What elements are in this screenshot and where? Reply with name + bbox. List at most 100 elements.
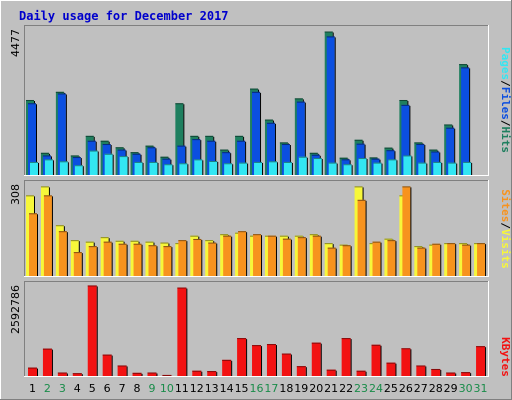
bar-kbytes-day-3 (57, 372, 67, 376)
bar-files-day-13 (207, 140, 216, 175)
bar-kbytes-day-20 (311, 342, 321, 376)
legend-entry-hits: Hits (499, 127, 512, 154)
bar-sites-day-1-cap (29, 213, 37, 215)
bar-files-day-21-shadow (334, 37, 336, 175)
bar-kbytes-day-22-shadow (350, 339, 352, 376)
bar-pages-day-10-cap (164, 164, 173, 166)
bar-sites-day-24 (372, 241, 381, 276)
x-tick-day-26: 26 (399, 382, 413, 395)
bar-pages-day-15-cap (239, 162, 248, 164)
bar-pages-day-3-cap (59, 161, 68, 163)
bar-sites-day-5-cap (88, 246, 97, 248)
bar-sites-day-20-shadow (320, 236, 322, 276)
bar-sites-day-2 (43, 195, 52, 276)
bar-hits-day-5-cap (85, 135, 94, 137)
bar-files-day-19-shadow (304, 102, 306, 175)
ymax-label-kbytes: 2592786 (9, 285, 22, 334)
bar-sites-day-1 (29, 213, 37, 276)
bar-pages-day-19 (298, 156, 307, 175)
bar-sites-day-24-cap (372, 241, 381, 243)
bar-sites-day-7 (118, 243, 127, 276)
bar-files-day-1-cap (28, 103, 36, 105)
bar-kbytes-day-26 (401, 348, 411, 376)
bar-kbytes-day-16-cap (252, 345, 262, 347)
bar-kbytes-day-8-cap (132, 372, 142, 374)
legend-hits-files-pages: Pages/Files/Hits (499, 47, 512, 153)
bar-kbytes-day-6-cap (102, 354, 112, 356)
bar-sites-day-9-cap (148, 245, 157, 247)
bar-hits-day-28-cap (429, 149, 438, 151)
bar-pages-day-6-shadow (112, 154, 114, 175)
bar-kbytes-day-1 (28, 367, 37, 376)
bar-pages-day-14 (224, 163, 233, 175)
bar-pages-day-13-cap (209, 160, 218, 162)
bar-pages-day-17 (268, 161, 277, 175)
bar-visits-day-4-cap (70, 240, 79, 242)
bar-visits-day-14-cap (220, 234, 229, 236)
ymax-label-visits-sites: 308 (9, 184, 22, 205)
bar-kbytes-day-11-cap (177, 287, 187, 289)
x-tick-day-24: 24 (369, 382, 383, 395)
bar-kbytes-day-19-cap (296, 366, 306, 368)
legend-visits-sites: Sites/Visits (499, 189, 512, 269)
bar-kbytes-day-24 (371, 344, 381, 376)
x-tick-day-5: 5 (89, 382, 96, 395)
bar-pages-day-30-shadow (471, 162, 473, 175)
bar-visits-day-21-cap (324, 243, 333, 245)
bar-sites-day-22-shadow (350, 246, 352, 276)
bar-visits-day-19-cap (294, 235, 303, 237)
bar-hits-day-3-cap (55, 91, 64, 93)
bar-pages-day-17-cap (268, 161, 277, 163)
bar-pages-day-15 (239, 162, 248, 175)
bar-kbytes-day-30-shadow (470, 373, 472, 376)
bar-kbytes-day-15 (237, 338, 247, 376)
bar-pages-day-7-shadow (127, 157, 129, 175)
bar-pages-day-12-shadow (202, 160, 204, 175)
bar-visits-day-8-cap (130, 240, 139, 242)
bar-sites-day-16-cap (253, 234, 262, 236)
bar-files-day-17-cap (266, 122, 275, 124)
bar-sites-day-8-shadow (141, 244, 143, 276)
legend-entry-: / (499, 80, 512, 87)
bar-hits-day-16-cap (250, 88, 259, 90)
bar-pages-day-4-shadow (82, 166, 84, 175)
bar-files-day-16 (252, 91, 261, 175)
bar-kbytes-day-8 (132, 372, 142, 376)
bar-sites-day-22 (342, 245, 351, 276)
bar-kbytes-day-13-shadow (216, 372, 218, 376)
bar-pages-day-26-shadow (411, 156, 413, 175)
bar-files-day-17-shadow (274, 123, 276, 175)
bar-files-day-7-cap (117, 149, 126, 151)
bar-kbytes-day-19-shadow (305, 367, 307, 376)
bar-kbytes-day-30 (461, 372, 471, 376)
bar-pages-day-7-cap (119, 156, 128, 158)
bar-pages-day-28-shadow (441, 162, 443, 175)
bar-files-day-29-shadow (454, 128, 456, 175)
bar-sites-day-6-cap (103, 241, 112, 243)
bar-kbytes-day-31-shadow (485, 347, 487, 376)
bar-kbytes-day-5 (87, 285, 97, 376)
x-tick-day-13: 13 (205, 382, 219, 395)
bar-sites-day-27-shadow (425, 248, 427, 276)
bar-pages-day-10-shadow (172, 165, 174, 175)
bar-files-day-21-cap (326, 36, 335, 38)
bar-files-day-1-shadow (36, 104, 37, 175)
x-tick-day-31: 31 (474, 382, 488, 395)
bar-files-day-14-cap (222, 152, 231, 154)
bar-files-day-17 (266, 122, 275, 175)
bar-sites-day-6 (103, 241, 112, 276)
bar-sites-day-3 (58, 231, 67, 276)
bar-pages-day-24-shadow (381, 163, 383, 175)
bar-sites-day-5-shadow (96, 247, 98, 276)
bar-files-day-12-cap (192, 139, 201, 141)
bar-kbytes-day-23-cap (356, 370, 366, 372)
bar-sites-day-25 (387, 240, 396, 276)
bar-files-day-26 (401, 104, 410, 175)
bar-sites-day-18-cap (282, 238, 291, 240)
bar-pages-day-12-cap (194, 159, 203, 161)
bar-files-day-1 (28, 103, 36, 175)
bar-hits-day-6-cap (100, 140, 109, 142)
bar-kbytes-day-30-cap (461, 372, 471, 374)
bar-sites-day-16-shadow (261, 235, 263, 276)
